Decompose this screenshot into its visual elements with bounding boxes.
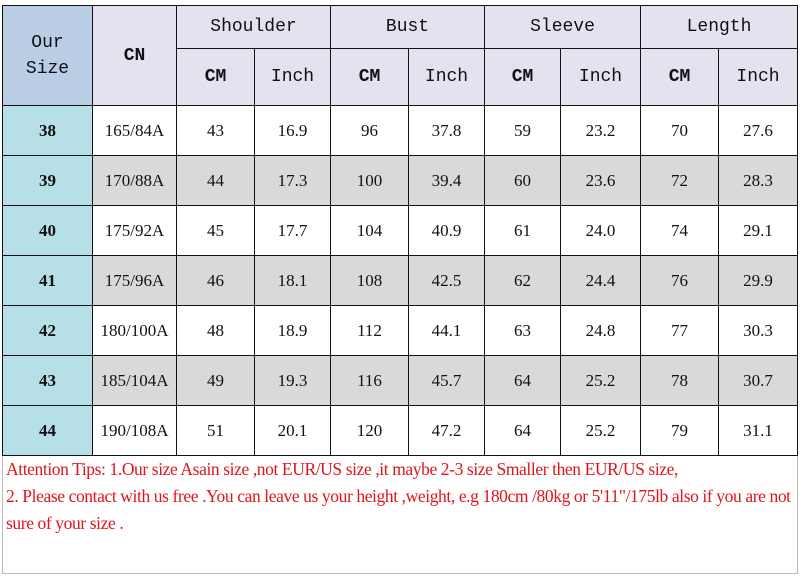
measurement-cell: 18.9	[254, 305, 331, 356]
our-size-cell: 44	[2, 405, 93, 456]
measurement-cell: 23.2	[560, 105, 641, 156]
measurement-cell: 23.6	[560, 155, 641, 206]
measurement-cell: 59	[484, 105, 561, 156]
measurement-cell: 42.5	[408, 255, 485, 306]
table-row: 43 185/104A 49 19.3 116 45.7 64 25.2 78 30.7	[2, 355, 798, 406]
measurement-cell: 77	[640, 305, 719, 356]
our-size-cell: 43	[2, 355, 93, 406]
inch-unit-header: Inch	[408, 48, 485, 106]
measurement-cell: 100	[330, 155, 409, 206]
inch-unit-header: Inch	[560, 48, 641, 106]
inch-unit-header: Inch	[718, 48, 798, 106]
our-size-cell: 40	[2, 205, 93, 256]
header-row-groups: Our Size CN Shoulder Bust Sleeve Length	[2, 5, 798, 106]
measurement-cell: 51	[176, 405, 255, 456]
cn-size-cell: 185/104A	[92, 355, 177, 406]
measurement-cell: 60	[484, 155, 561, 206]
measurement-cell: 39.4	[408, 155, 485, 206]
table-row: 39 170/88A 44 17.3 100 39.4 60 23.6 72 28.3	[2, 155, 798, 206]
cm-unit-header: CM	[640, 48, 719, 106]
measurement-cell: 64	[484, 405, 561, 456]
our-size-cell: 39	[2, 155, 93, 206]
cn-size-cell: 175/92A	[92, 205, 177, 256]
measurement-cell: 96	[330, 105, 409, 156]
cn-size-cell: 180/100A	[92, 305, 177, 356]
cn-size-cell: 175/96A	[92, 255, 177, 306]
cm-unit-header: CM	[484, 48, 561, 106]
measurement-cell: 43	[176, 105, 255, 156]
measurement-cell: 62	[484, 255, 561, 306]
measurement-cell: 24.0	[560, 205, 641, 256]
cm-unit-header: CM	[330, 48, 409, 106]
measurement-cell: 48	[176, 305, 255, 356]
measurement-cell: 112	[330, 305, 409, 356]
measurement-cell: 104	[330, 205, 409, 256]
measurement-cell: 79	[640, 405, 719, 456]
measurement-cell: 116	[330, 355, 409, 406]
measurement-cell: 30.3	[718, 305, 798, 356]
our-size-header: Our Size	[2, 5, 93, 106]
measurement-cell: 24.4	[560, 255, 641, 306]
measurement-cell: 31.1	[718, 405, 798, 456]
measurement-cell: 108	[330, 255, 409, 306]
cm-unit-header: CM	[176, 48, 255, 106]
cn-size-cell: 190/108A	[92, 405, 177, 456]
header-row-units: CM Inch CM Inch CM Inch CM Inch	[3, 48, 798, 106]
cn-size-cell: 170/88A	[92, 155, 177, 206]
measurement-cell: 74	[640, 205, 719, 256]
measurement-cell: 70	[640, 105, 719, 156]
our-size-cell: 42	[2, 305, 93, 356]
measurement-cell: 120	[330, 405, 409, 456]
table-row: 38 165/84A 43 16.9 96 37.8 59 23.2 70 27.6	[2, 105, 798, 156]
measurement-cell: 37.8	[408, 105, 485, 156]
measurement-cell: 44	[176, 155, 255, 206]
table-row: 41 175/96A 46 18.1 108 42.5 62 24.4 76 29.9	[2, 255, 798, 306]
cn-header: CN	[92, 5, 177, 106]
measurement-cell: 45	[176, 205, 255, 256]
size-chart-table: Our Size CN Shoulder Bust Sleeve Length C…	[2, 5, 798, 456]
inch-unit-header: Inch	[254, 48, 331, 106]
tip-2: 2. Please contact with us free .You can …	[6, 486, 791, 533]
table-row: 42 180/100A 48 18.9 112 44.1 63 24.8 77 30.3	[2, 305, 798, 356]
measurement-cell: 28.3	[718, 155, 798, 206]
measurement-cell: 17.7	[254, 205, 331, 256]
measurement-cell: 49	[176, 355, 255, 406]
attention-tips: Attention Tips: 1.Our size Asain size ,n…	[2, 456, 798, 574]
measurement-cell: 20.1	[254, 405, 331, 456]
our-size-cell: 41	[2, 255, 93, 306]
measurement-cell: 61	[484, 205, 561, 256]
measurement-cell: 45.7	[408, 355, 485, 406]
measurement-cell: 18.1	[254, 255, 331, 306]
measurement-cell: 25.2	[560, 405, 641, 456]
table-row: 44 190/108A 51 20.1 120 47.2 64 25.2 79 31.1	[2, 405, 798, 456]
measurement-cell: 46	[176, 255, 255, 306]
length-header: Length	[640, 5, 798, 49]
our-size-cell: 38	[2, 105, 93, 156]
measurement-cell: 27.6	[718, 105, 798, 156]
sleeve-header: Sleeve	[484, 5, 641, 49]
measurement-cell: 16.9	[254, 105, 331, 156]
measurement-cell: 72	[640, 155, 719, 206]
measurement-cell: 19.3	[254, 355, 331, 406]
measurement-cell: 47.2	[408, 405, 485, 456]
cn-size-cell: 165/84A	[92, 105, 177, 156]
measurement-cell: 63	[484, 305, 561, 356]
measurement-cell: 29.9	[718, 255, 798, 306]
measurement-cell: 30.7	[718, 355, 798, 406]
measurement-cell: 25.2	[560, 355, 641, 406]
measurement-cell: 64	[484, 355, 561, 406]
measurement-cell: 44.1	[408, 305, 485, 356]
bust-header: Bust	[330, 5, 485, 49]
measurement-cell: 29.1	[718, 205, 798, 256]
shoulder-header: Shoulder	[176, 5, 331, 49]
measurement-cell: 17.3	[254, 155, 331, 206]
measurement-cell: 40.9	[408, 205, 485, 256]
table-row: 40 175/92A 45 17.7 104 40.9 61 24.0 74 29.1	[2, 205, 798, 256]
measurement-cell: 24.8	[560, 305, 641, 356]
measurement-cell: 78	[640, 355, 719, 406]
tip-1: Attention Tips: 1.Our size Asain size ,n…	[6, 459, 678, 479]
measurement-cell: 76	[640, 255, 719, 306]
